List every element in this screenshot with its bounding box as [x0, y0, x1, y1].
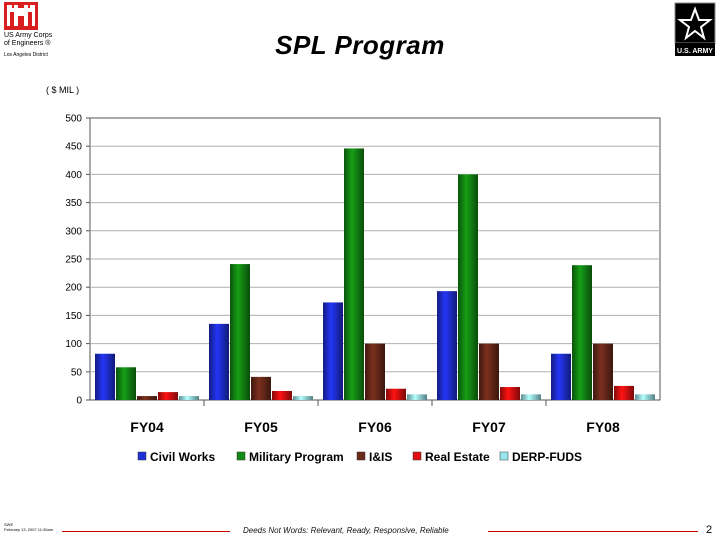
- bar-military-program-fy08: [572, 265, 592, 400]
- footer-date: February 13, 2007 11:30am: [4, 527, 54, 532]
- bar-civil-works-fy05: [209, 323, 229, 400]
- bar-i-is-fy08: [593, 343, 613, 400]
- bar-i-is-fy05: [251, 376, 271, 400]
- bar-real-estate-fy05: [272, 390, 292, 400]
- footer-motto-text: Relevant, Ready, Responsive, Reliable: [310, 526, 449, 535]
- bar-derp-fuds-fy08: [635, 394, 655, 400]
- x-category-label: FY06: [358, 419, 392, 435]
- y-tick-label: 450: [65, 142, 82, 153]
- bar-civil-works-fy06: [323, 302, 343, 400]
- bar-military-program-fy07: [458, 174, 478, 400]
- x-category-label: FY04: [130, 419, 164, 435]
- y-tick-label: 100: [65, 339, 82, 350]
- legend-swatch: [236, 451, 246, 461]
- footer-slide-id: SWE: [4, 522, 14, 527]
- bar-derp-fuds-fy04: [179, 396, 199, 400]
- bar-i-is-fy06: [365, 343, 385, 400]
- y-tick-label: 0: [76, 396, 82, 407]
- footer-rule-right: [488, 531, 698, 532]
- legend-label: I&IS: [369, 450, 392, 464]
- y-tick-label: 500: [65, 114, 82, 125]
- org-line-1: US Army Corps: [4, 32, 53, 39]
- bar-real-estate-fy04: [158, 392, 178, 400]
- legend-label: Military Program: [249, 450, 344, 464]
- footer-motto-prefix: Deeds Not Words:: [243, 526, 311, 535]
- bar-real-estate-fy08: [614, 385, 634, 400]
- bar-real-estate-fy07: [500, 387, 520, 400]
- bar-real-estate-fy06: [386, 388, 406, 400]
- y-axis-units-label: ( $ MIL ): [46, 85, 80, 95]
- bar-civil-works-fy04: [95, 353, 115, 400]
- bar-derp-fuds-fy06: [407, 394, 427, 400]
- footer-rule-left: [62, 531, 230, 532]
- x-category-label: FY05: [244, 419, 278, 435]
- y-tick-label: 350: [65, 198, 82, 209]
- army-logo-text: U.S. ARMY: [677, 48, 713, 55]
- district-name: Los Angeles District: [4, 52, 48, 58]
- y-tick-label: 150: [65, 311, 82, 322]
- y-tick-label: 50: [71, 367, 83, 378]
- y-tick-label: 400: [65, 170, 82, 181]
- bar-derp-fuds-fy07: [521, 394, 541, 400]
- usace-castle-logo: [4, 2, 38, 30]
- bar-i-is-fy04: [137, 396, 157, 400]
- page-number: 2: [706, 524, 713, 536]
- bar-civil-works-fy08: [551, 353, 571, 400]
- bar-derp-fuds-fy05: [293, 396, 313, 400]
- bar-civil-works-fy07: [437, 291, 457, 400]
- legend-swatch: [356, 451, 366, 461]
- footer-slide-info: SWE February 13, 2007 11:30am: [4, 522, 53, 532]
- us-army-star-logo: U.S. ARMY: [674, 2, 716, 56]
- bar-military-program-fy04: [116, 367, 136, 400]
- x-category-label: FY08: [586, 419, 620, 435]
- y-tick-label: 200: [65, 283, 82, 294]
- org-line-2: of Engineers ®: [4, 40, 51, 47]
- legend-swatch: [412, 451, 422, 461]
- legend-label: DERP-FUDS: [512, 450, 582, 464]
- legend-label: Civil Works: [150, 450, 215, 464]
- x-category-label: FY07: [472, 419, 506, 435]
- footer-motto: Deeds Not Words: Relevant, Ready, Respon…: [243, 526, 449, 535]
- legend-swatch: [137, 451, 147, 461]
- y-tick-label: 250: [65, 255, 82, 266]
- bar-military-program-fy06: [344, 148, 364, 400]
- legend-swatch: [499, 451, 509, 461]
- bar-military-program-fy05: [230, 264, 250, 400]
- page-title: SPL Program: [275, 30, 445, 60]
- bar-i-is-fy07: [479, 343, 499, 400]
- organization-name: US Army Corps of Engineers ® Los Angeles…: [4, 32, 52, 59]
- legend-label: Real Estate: [425, 450, 490, 464]
- y-tick-label: 300: [65, 226, 82, 237]
